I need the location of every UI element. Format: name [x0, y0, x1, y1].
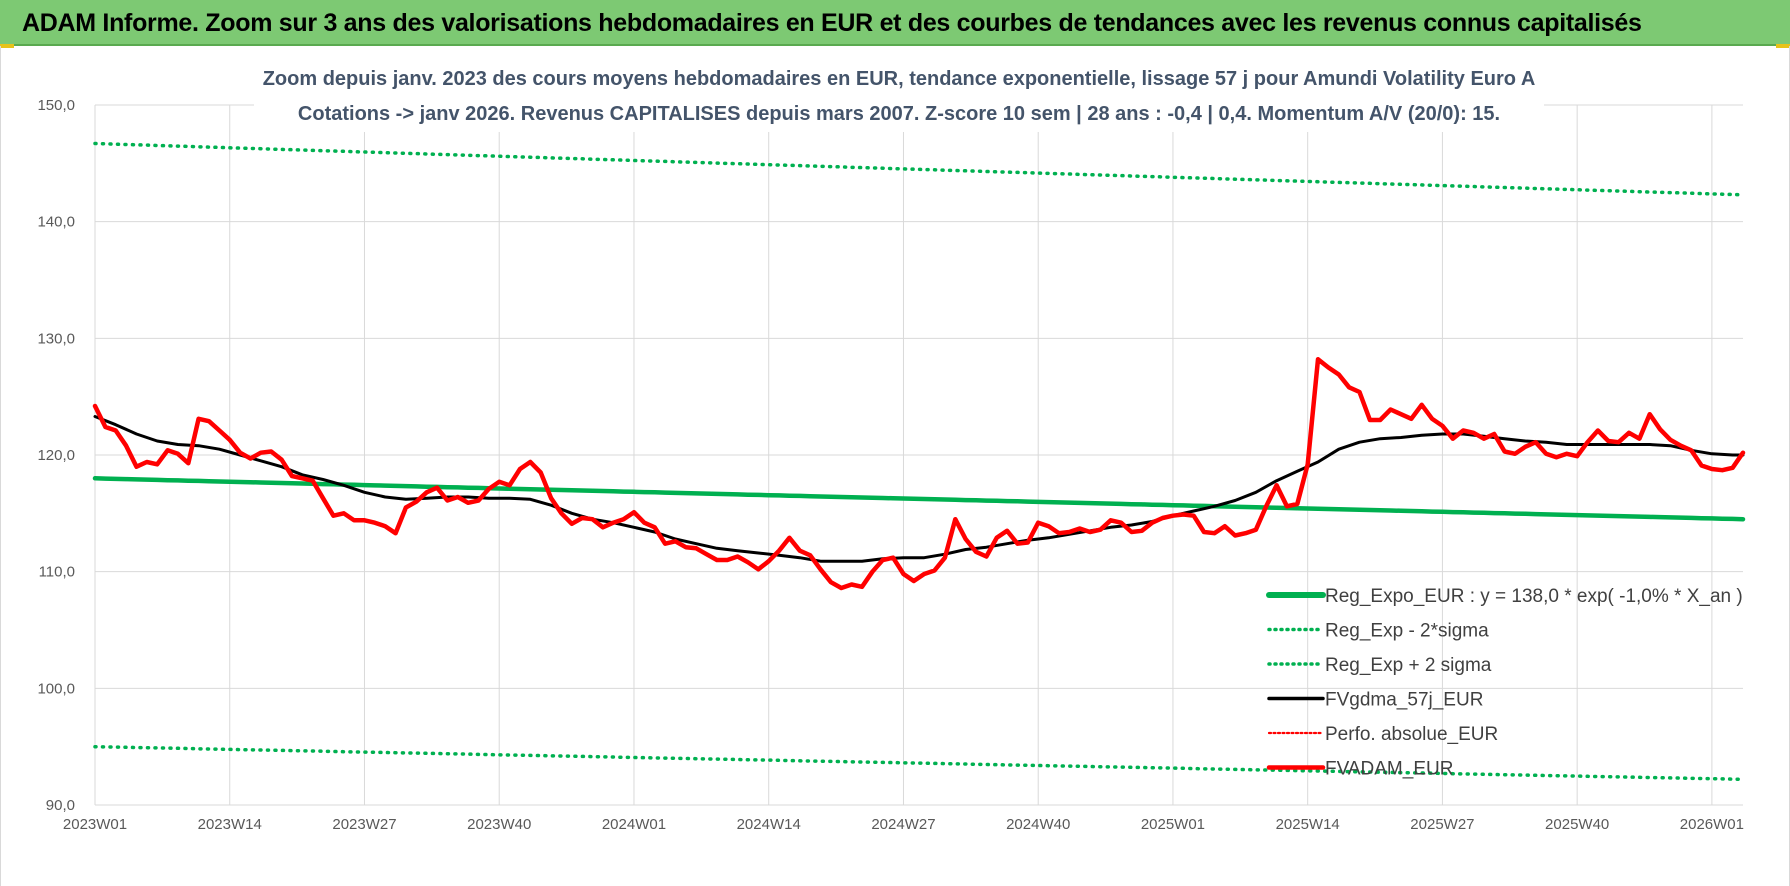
y-tick-label: 150,0 — [37, 97, 75, 114]
series-fvadam-eur — [92, 357, 1746, 591]
y-tick-label: 100,0 — [37, 680, 75, 697]
x-tick-label: 2024W01 — [602, 816, 666, 833]
y-tick-label: 120,0 — [37, 447, 75, 464]
x-tick-label: 2024W27 — [871, 816, 935, 833]
x-tick-label: 2024W40 — [1006, 816, 1070, 833]
corner-marker-right — [1776, 44, 1790, 48]
legend: Reg_Expo_EUR : y = 138,0 * exp( -1,0% * … — [1266, 586, 1743, 780]
y-tick-label: 90,0 — [46, 797, 75, 814]
legend-label: FVgdma_57j_EUR — [1325, 690, 1483, 711]
x-tick-label: 2025W14 — [1276, 816, 1340, 833]
y-tick-label: 140,0 — [37, 214, 75, 231]
corner-marker-left — [0, 44, 14, 48]
legend-label: Reg_Exp + 2 sigma — [1325, 655, 1492, 676]
x-tick-label: 2025W01 — [1141, 816, 1205, 833]
legend-label: Reg_Exp - 2*sigma — [1325, 621, 1489, 642]
chart-title-background — [254, 52, 1544, 132]
legend-label: FVADAM_EUR — [1325, 759, 1453, 780]
report-title: ADAM Informe. Zoom sur 3 ans des valoris… — [22, 9, 1642, 37]
x-tick-label: 2023W27 — [332, 816, 396, 833]
x-tick-label: 2026W01 — [1680, 816, 1744, 833]
line-chart: 90,0 100,0 110,0 120,0 130,0 140,0 150,0 2023W0… — [37, 52, 1746, 833]
grid — [94, 104, 1743, 806]
x-tick-label: 2023W01 — [63, 816, 127, 833]
series-layer — [92, 141, 1746, 782]
series-reg-expo-eur — [92, 476, 1746, 522]
x-tick-label: 2023W14 — [198, 816, 262, 833]
chart-title-line-2: Cotations -> janv 2026. Revenus CAPITALI… — [298, 103, 1500, 125]
y-tick-label: 130,0 — [37, 330, 75, 347]
legend-label: Perfo. absolue_EUR — [1325, 724, 1498, 745]
legend-label: Reg_Expo_EUR : y = 138,0 * exp( -1,0% * … — [1325, 586, 1743, 607]
report-header: ADAM Informe. Zoom sur 3 ans des valoris… — [0, 0, 1790, 46]
x-tick-label: 2023W40 — [467, 816, 531, 833]
x-tick-label: 2024W14 — [737, 816, 801, 833]
x-tick-label: 2025W27 — [1410, 816, 1474, 833]
chart-area: 90,0 100,0 110,0 120,0 130,0 140,0 150,0 2023W0… — [0, 46, 1790, 886]
chart-title-line-1: Zoom depuis janv. 2023 des cours moyens … — [263, 68, 1536, 90]
series-reg-exp-2-sigma — [93, 141, 1745, 197]
series-reg-exp-2-sigma — [93, 744, 1745, 782]
y-tick-label: 110,0 — [39, 564, 75, 581]
axes: 90,0 100,0 110,0 120,0 130,0 140,0 150,0 2023W0… — [37, 97, 1744, 833]
x-tick-label: 2025W40 — [1545, 816, 1609, 833]
